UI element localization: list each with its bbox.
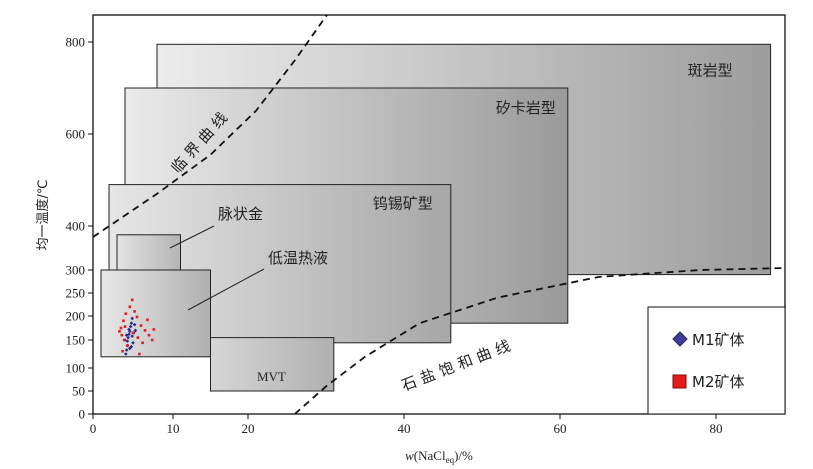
data-point-m1 xyxy=(124,333,129,337)
data-point-m1 xyxy=(128,324,133,329)
region-label-mvt: MVT xyxy=(257,369,286,384)
x-tick-label: 10 xyxy=(167,421,180,436)
y-tick-label: 250 xyxy=(66,286,86,301)
data-point-m1 xyxy=(129,321,134,325)
x-axis-label: w(NaCleq)/% xyxy=(405,448,473,465)
halite-saturation-curve xyxy=(294,267,785,414)
critical-curve xyxy=(93,15,328,238)
y-tick-label: 50 xyxy=(72,384,85,399)
x-tick-label: 80 xyxy=(710,421,723,436)
legend-box xyxy=(647,306,786,415)
curve-label-halite: 石盐饱和曲线 xyxy=(399,335,517,395)
x-tick-label: 40 xyxy=(398,421,411,436)
data-point-m2 xyxy=(118,330,121,333)
data-point-m1 xyxy=(130,334,134,338)
legend-label-m2: M2矿体 xyxy=(692,373,745,391)
data-point-m2 xyxy=(130,298,134,302)
data-point-m2 xyxy=(128,305,132,309)
data-point-m1 xyxy=(128,346,132,351)
data-point-m1 xyxy=(125,339,130,343)
data-point-m1 xyxy=(131,341,135,345)
region-layer xyxy=(100,43,772,392)
data-point-m1 xyxy=(129,344,134,349)
data-point-m2 xyxy=(133,310,136,313)
data-point-m2 xyxy=(121,349,124,353)
legend-marker-m1 xyxy=(672,331,688,347)
data-point-m1 xyxy=(128,329,132,334)
data-point-m2 xyxy=(136,336,140,339)
leader-line-epithermal xyxy=(187,268,265,311)
plot-frame xyxy=(92,14,786,415)
legend: M1矿体 M2矿体 xyxy=(647,306,786,415)
data-point-m1 xyxy=(133,328,138,333)
data-point-m2 xyxy=(135,315,139,319)
data-point-m2 xyxy=(120,333,124,337)
data-point-m2 xyxy=(131,331,135,335)
y-tick-label: 800 xyxy=(66,35,86,50)
y-tick-label: 600 xyxy=(66,127,86,142)
tick-layer: 0 50 100 150 200 250 300 400 600 800 0 10 20 40 60 80 xyxy=(66,35,723,437)
region-label-skarn: 矽卡岩型 xyxy=(496,99,556,117)
y-tick-label: 0 xyxy=(79,407,86,422)
legend-marker-m2 xyxy=(672,374,687,389)
data-point-m1 xyxy=(124,352,128,356)
x-tick-label: 0 xyxy=(90,421,97,436)
data-point-m2 xyxy=(119,326,123,330)
data-point-m1 xyxy=(126,335,130,340)
y-tick-label: 300 xyxy=(66,263,86,278)
region-mvt xyxy=(210,337,335,392)
data-point-m2 xyxy=(122,338,126,342)
plot-border xyxy=(92,14,786,415)
y-tick-label: 200 xyxy=(66,309,86,324)
data-point-m2 xyxy=(138,352,141,356)
region-label-vein-gold: 脉状金 xyxy=(218,205,263,223)
data-point-m1 xyxy=(124,348,129,352)
y-tick-label: 100 xyxy=(66,361,86,376)
data-point-m2 xyxy=(139,324,143,327)
data-point-m2 xyxy=(147,333,151,337)
region-epithermal xyxy=(100,269,211,358)
data-point-m2 xyxy=(124,312,128,315)
data-point-m2 xyxy=(123,325,127,328)
x-tick-label: 20 xyxy=(242,421,255,436)
point-layer xyxy=(118,298,156,356)
data-point-m2 xyxy=(146,318,149,322)
data-point-m2 xyxy=(143,329,147,332)
data-point-m2 xyxy=(126,344,129,347)
data-point-m1 xyxy=(127,332,131,337)
data-point-m2 xyxy=(141,341,144,345)
region-label-w-sn: 钨锡矿型 xyxy=(373,195,433,213)
x-tick-label: 60 xyxy=(554,421,567,436)
legend-label-m1: M1矿体 xyxy=(692,331,745,349)
data-point-m2 xyxy=(150,338,154,342)
region-label-porphyry: 斑岩型 xyxy=(688,61,733,79)
data-point-m1 xyxy=(130,316,134,321)
y-tick-label: 150 xyxy=(66,333,86,348)
curve-layer xyxy=(93,15,785,414)
y-axis-label: 均一温度/℃ xyxy=(35,180,51,251)
region-vein-gold xyxy=(116,234,181,271)
leader-line-vein-gold xyxy=(169,225,215,249)
data-point-m2 xyxy=(122,319,125,323)
y-tick-label: 400 xyxy=(66,219,86,234)
data-point-m2 xyxy=(152,328,156,331)
region-label-epithermal: 低温热液 xyxy=(268,249,328,267)
data-point-m1 xyxy=(132,322,137,327)
